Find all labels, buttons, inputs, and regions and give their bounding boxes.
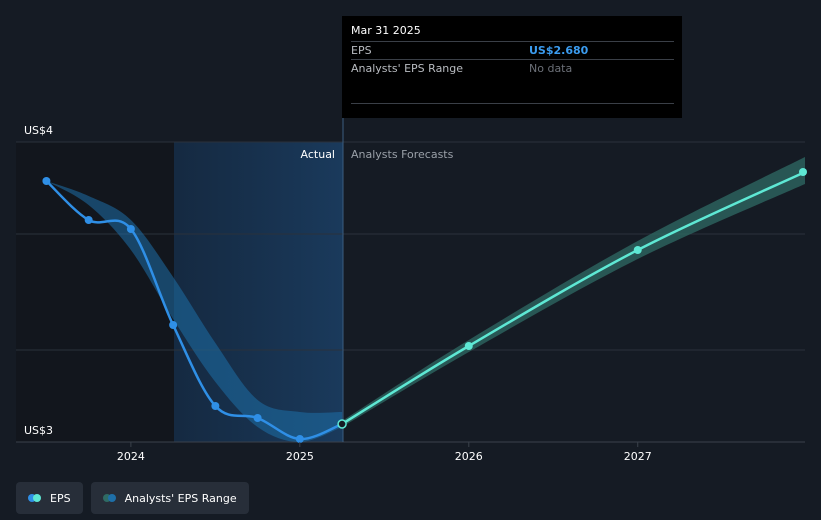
tooltip-eps-row: EPS US$2.680 [351, 41, 674, 59]
eps-point[interactable] [169, 321, 178, 329]
forecast-point[interactable] [799, 168, 807, 176]
eps-point[interactable] [253, 414, 262, 422]
eps-legend-icon [28, 494, 42, 502]
legend-eps-button[interactable]: EPS [16, 482, 83, 514]
eps-point[interactable] [126, 225, 135, 233]
x-tick-label: 2025 [286, 450, 314, 463]
eps-point[interactable] [84, 216, 93, 224]
tooltip: Mar 31 2025 EPS US$2.680 Analysts' EPS R… [342, 16, 682, 118]
legend-range-label: Analysts' EPS Range [124, 491, 237, 505]
forecast-line [341, 170, 806, 426]
tooltip-range-row: Analysts' EPS Range No data [351, 59, 674, 77]
past-range-band [46, 181, 343, 442]
y-label-bottom: US$3 [24, 424, 53, 437]
actual-shade [174, 142, 343, 442]
legend-eps-label: EPS [50, 491, 71, 505]
eps-point[interactable] [295, 435, 304, 443]
legend-range-button[interactable]: Analysts' EPS Range [90, 482, 249, 514]
actual-label: Actual [301, 148, 335, 161]
forecast-range-band [342, 157, 805, 427]
tooltip-range-value: No data [529, 62, 573, 75]
range-legend-icon [102, 494, 117, 502]
legend: EPS Analysts' EPS Range [16, 482, 249, 514]
tooltip-eps-value: US$2.680 [529, 44, 589, 57]
tooltip-divider [351, 103, 674, 104]
x-tick-label: 2027 [624, 450, 652, 463]
eps-point[interactable] [337, 419, 347, 429]
forecast-point[interactable] [464, 342, 473, 350]
eps-point[interactable] [42, 177, 51, 185]
y-label-top: US$4 [24, 124, 53, 137]
x-tick-label: 2024 [117, 450, 145, 463]
x-tick-label: 2026 [455, 450, 483, 463]
tooltip-eps-label: EPS [351, 44, 372, 57]
past-shade [16, 142, 174, 442]
forecast-label: Analysts Forecasts [351, 148, 454, 161]
tooltip-date: Mar 31 2025 [351, 24, 421, 37]
forecast-point[interactable] [633, 246, 642, 254]
tooltip-range-label: Analysts' EPS Range [351, 62, 464, 75]
eps-point[interactable] [211, 402, 220, 410]
eps-line [45, 180, 343, 441]
